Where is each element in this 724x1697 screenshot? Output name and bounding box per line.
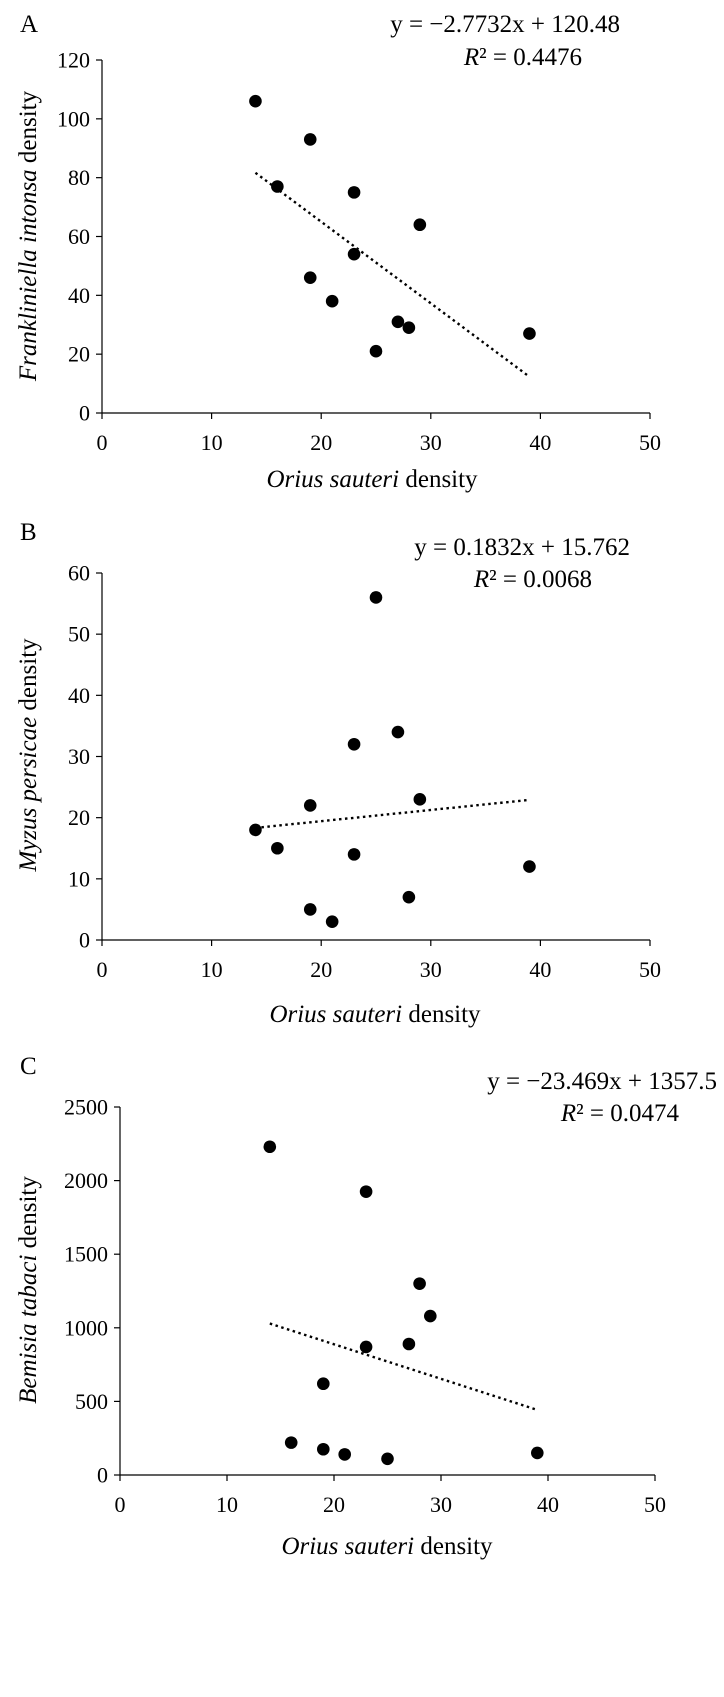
x-axis-title: Orius sauteri density <box>269 1001 481 1028</box>
data-point <box>317 1377 330 1391</box>
data-point <box>413 1277 426 1290</box>
y-tick-label: 20 <box>68 805 90 830</box>
data-point <box>402 1337 416 1351</box>
x-axis-title: Orius sauteri density <box>281 1533 493 1560</box>
data-point <box>523 860 536 873</box>
y-tick-label: 1000 <box>64 1315 108 1340</box>
data-point <box>325 915 339 928</box>
data-point <box>271 841 284 855</box>
y-axis-title: Bemisia tabaci density <box>15 1176 42 1404</box>
x-tick-label: 50 <box>639 957 661 982</box>
y-tick-label: 80 <box>68 165 90 190</box>
y-tick-label: 500 <box>75 1389 108 1414</box>
y-tick-label: 0 <box>79 401 90 426</box>
data-point <box>347 186 361 199</box>
panel-label: C <box>20 1053 37 1080</box>
data-point <box>249 823 262 837</box>
data-point <box>391 725 405 739</box>
x-tick-label: 10 <box>201 430 223 455</box>
panel-label: A <box>20 11 38 38</box>
data-point <box>347 848 361 861</box>
x-tick-label: 40 <box>529 957 551 982</box>
r-squared-label: R² = 0.0474 <box>560 1100 680 1127</box>
data-point <box>369 344 383 358</box>
y-tick-label: 100 <box>57 106 90 131</box>
data-point <box>347 247 361 261</box>
trendline <box>255 798 530 830</box>
x-tick-label: 20 <box>310 430 332 455</box>
y-axis-title: Myzus persicae density <box>15 638 42 873</box>
x-tick-label: 40 <box>537 1492 559 1517</box>
data-point <box>338 1448 352 1461</box>
data-point <box>263 1140 277 1154</box>
x-tick-label: 10 <box>201 957 223 982</box>
data-point <box>531 1446 544 1460</box>
data-point <box>402 321 416 334</box>
data-point <box>303 799 317 812</box>
y-tick-label: 40 <box>68 283 90 308</box>
panel-label: B <box>20 519 37 546</box>
x-tick-label: 0 <box>97 957 108 982</box>
x-tick-label: 10 <box>216 1492 238 1517</box>
x-tick-label: 30 <box>430 1492 452 1517</box>
data-point <box>413 793 427 806</box>
data-point <box>424 1309 437 1323</box>
y-tick-label: 50 <box>68 622 90 647</box>
x-tick-label: 0 <box>97 430 108 455</box>
data-point <box>271 180 284 193</box>
data-point <box>381 1452 394 1466</box>
y-tick-label: 0 <box>79 928 90 953</box>
x-tick-label: 50 <box>639 430 661 455</box>
y-tick-label: 30 <box>68 744 90 769</box>
y-tick-label: 60 <box>68 224 90 249</box>
y-tick-label: 10 <box>68 866 90 891</box>
data-point <box>303 133 317 146</box>
x-tick-label: 20 <box>310 957 332 982</box>
data-point <box>347 737 361 751</box>
data-point <box>249 94 262 108</box>
data-point <box>369 591 383 604</box>
panel-a: A 0 20 40 60 80 100 120 0 10 20 30 40 50 y = −2.7732x … <box>15 11 661 493</box>
regression-equation: y = −23.469x + 1357.5 <box>487 1068 717 1095</box>
y-tick-label: 2000 <box>64 1168 108 1193</box>
data-point <box>303 903 317 916</box>
y-axis-title: Frankliniella intonsa density <box>15 90 42 382</box>
panel-c: C 0 500 1000 1500 2000 2500 0 10 20 30 40 50 y = −23.… <box>15 1053 717 1560</box>
x-tick-label: 50 <box>644 1492 666 1517</box>
y-tick-label: 40 <box>68 683 90 708</box>
data-point <box>284 1436 298 1449</box>
data-point <box>402 890 416 904</box>
data-point <box>391 315 405 329</box>
y-tick-label: 2500 <box>64 1095 108 1120</box>
data-point <box>359 1185 373 1198</box>
data-point <box>413 218 427 232</box>
regression-equation: y = 0.1832x + 15.762 <box>414 534 630 561</box>
y-tick-label: 1500 <box>64 1242 108 1267</box>
trendline <box>254 171 531 378</box>
x-axis-title: Orius sauteri density <box>266 466 478 493</box>
data-point <box>317 1442 330 1456</box>
data-point <box>303 271 317 284</box>
r-squared-label: R² = 0.4476 <box>463 44 582 71</box>
y-tick-label: 20 <box>68 342 90 367</box>
regression-equation: y = −2.7732x + 120.48 <box>390 11 620 38</box>
data-point <box>359 1340 373 1354</box>
x-tick-label: 40 <box>529 430 551 455</box>
x-tick-label: 0 <box>115 1492 126 1517</box>
data-point <box>523 327 536 340</box>
x-tick-label: 30 <box>420 430 442 455</box>
trendline <box>269 1322 538 1412</box>
r-squared-label: R² = 0.0068 <box>473 566 592 593</box>
x-tick-label: 30 <box>420 957 442 982</box>
data-point <box>325 294 339 308</box>
y-tick-label: 60 <box>68 561 90 586</box>
panel-b: B 0 10 20 30 40 50 60 0 10 20 30 40 50 y = 0.1832x + 1… <box>15 519 661 1028</box>
x-tick-label: 20 <box>323 1492 345 1517</box>
y-tick-label: 0 <box>97 1463 108 1488</box>
y-tick-label: 120 <box>57 48 90 73</box>
